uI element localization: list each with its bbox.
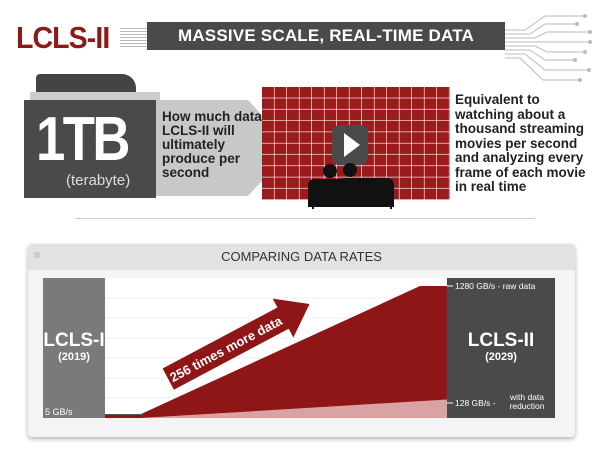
circuit-lines-icon	[505, 14, 592, 82]
page-title: MASSIVE SCALE, REAL-TIME DATA ANALYSIS	[147, 22, 505, 73]
lcls-ii-column	[447, 278, 555, 418]
logo: LCLS-II	[16, 20, 110, 55]
folder-paper	[30, 92, 160, 102]
raw-data-area	[105, 286, 447, 418]
stat-value: 1TB	[36, 105, 130, 174]
lcls-i-label: LCLS-I	[43, 330, 104, 351]
window-dot-icon	[34, 252, 40, 258]
reduced-data-area	[105, 399, 447, 418]
stat-description: How much data LCLS-II will ultimately pr…	[162, 109, 262, 180]
low-rate-label: 5 GB/s	[45, 407, 73, 417]
reduced-note-1: with data	[509, 392, 544, 402]
folder-icon	[24, 100, 156, 198]
lcls-i-column	[43, 278, 105, 418]
decorative-lines	[120, 28, 148, 48]
reduced-rate-label: 128 GB/s -	[455, 398, 496, 408]
divider	[75, 218, 535, 219]
panel-title: COMPARING DATA RATES	[28, 244, 575, 270]
reduced-note-2: reduction	[510, 401, 545, 411]
movie-theater-icon	[262, 87, 450, 209]
stat-unit: (terabyte)	[66, 172, 131, 189]
lcls-ii-year: (2029)	[485, 351, 517, 363]
arrow-shape	[156, 100, 292, 196]
lcls-i-year: (2019)	[58, 351, 90, 363]
equivalent-text: Equivalent to watching about a thousand …	[455, 92, 586, 194]
lcls-ii-label: LCLS-II	[468, 330, 535, 351]
raw-rate-label: 1280 GB/s - raw data	[455, 281, 536, 291]
data-rate-chart: 256 times more data LCLS-I (2019) LCLS-I…	[43, 278, 555, 418]
